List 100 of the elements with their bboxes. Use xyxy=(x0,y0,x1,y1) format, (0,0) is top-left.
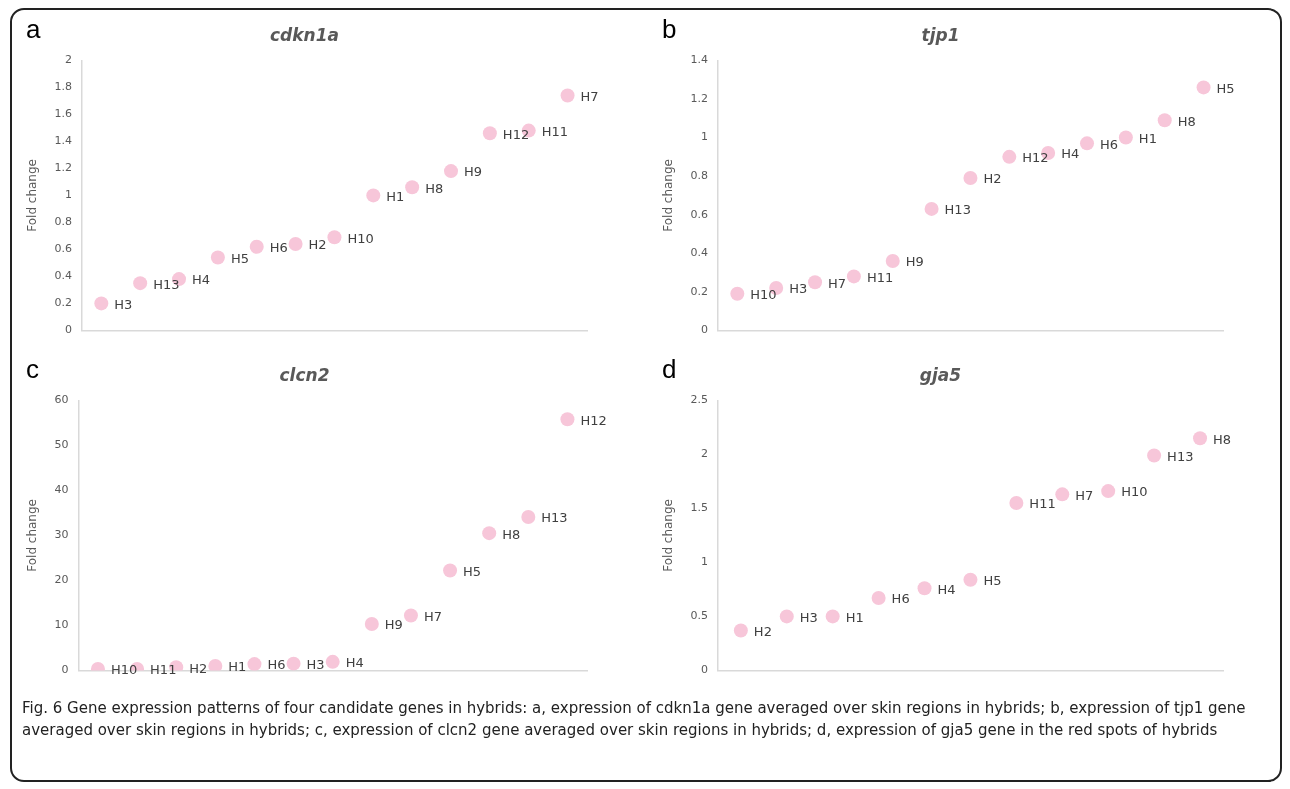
y-tick-label: 30 xyxy=(54,528,69,542)
data-label: H7 xyxy=(828,275,847,291)
point xyxy=(560,88,575,103)
y-tick-label: 0.4 xyxy=(690,246,708,260)
y-axis-title: Fold change xyxy=(25,159,40,232)
point xyxy=(1118,130,1133,145)
y-tick-label: 0.6 xyxy=(690,207,708,221)
point xyxy=(444,164,459,179)
data-label: H1 xyxy=(228,659,247,675)
data-label: H11 xyxy=(866,269,894,285)
caption: Fig. 6 Gene expression patterns of four candidate genes in hybrids: a, expression of cdkn1a gene averaged over skin regions in hybrids; b, expression of tjp1 gene averaged over skin regions in hybrids; c, expression of clcn2 gene averaged over skin regions in hybrids; d, expression of gja5 gene in the red spots of hybrids xyxy=(22,698,1247,741)
point xyxy=(364,617,379,632)
text: d xyxy=(662,354,677,385)
data-label: H6 xyxy=(891,591,910,607)
data-label: H7 xyxy=(423,608,442,624)
data-label: H3 xyxy=(114,296,133,312)
y-tick-label: 2 xyxy=(64,53,72,67)
point xyxy=(210,250,225,265)
data-label: H11 xyxy=(150,662,177,678)
point xyxy=(885,253,900,268)
data-label: H11 xyxy=(1029,496,1056,512)
point xyxy=(327,230,342,245)
point xyxy=(286,656,301,671)
data-label: H11 xyxy=(541,123,569,139)
data-label: H4 xyxy=(345,655,364,671)
y-tick-label: 50 xyxy=(54,438,69,452)
point xyxy=(403,608,418,623)
y-tick-label: 2 xyxy=(700,447,708,461)
point xyxy=(133,276,148,291)
y-tick-label: 1.2 xyxy=(690,91,708,105)
data-label: H5 xyxy=(983,573,1002,589)
y-tick-label: 0.2 xyxy=(690,284,708,298)
data-label: H13 xyxy=(944,202,971,218)
chart-title: cdkn1a xyxy=(270,24,339,45)
y-tick-label: 0.2 xyxy=(54,296,72,310)
point xyxy=(288,237,303,251)
data-label: H5 xyxy=(230,250,249,266)
text: b xyxy=(662,14,677,45)
y-axis-title: Fold change xyxy=(661,499,676,572)
y-tick-label: 0 xyxy=(61,663,69,677)
text: c xyxy=(26,354,39,385)
point xyxy=(325,654,340,669)
data-label: H5 xyxy=(463,563,482,579)
data-label: H8 xyxy=(1213,431,1232,447)
data-label: H8 xyxy=(425,180,444,196)
point xyxy=(1009,496,1024,510)
data-label: H12 xyxy=(580,412,607,428)
data-label: H10 xyxy=(110,662,138,678)
text: a xyxy=(26,14,41,45)
y-tick-label: 20 xyxy=(54,573,69,587)
data-label: H2 xyxy=(983,171,1002,187)
data-label: H13 xyxy=(541,510,568,526)
y-tick-label: 0 xyxy=(64,323,72,337)
y-tick-label: 0.5 xyxy=(690,609,708,623)
data-label: H3 xyxy=(799,609,818,625)
data-label: H1 xyxy=(1138,130,1157,146)
data-label: H12 xyxy=(502,126,530,142)
point xyxy=(1147,448,1162,463)
point xyxy=(730,286,745,301)
data-label: H10 xyxy=(1121,484,1148,500)
data-label: H1 xyxy=(386,188,405,204)
point xyxy=(443,563,458,578)
data-label: H3 xyxy=(306,657,325,673)
point xyxy=(1080,136,1095,151)
point xyxy=(521,509,536,524)
y-tick-label: 1 xyxy=(700,555,708,569)
y-tick-label: 1.6 xyxy=(54,107,72,121)
data-label: H8 xyxy=(502,526,521,542)
y-tick-label: 2.5 xyxy=(690,393,708,407)
point xyxy=(846,269,861,284)
y-tick-label: 60 xyxy=(54,393,69,407)
data-label: H4 xyxy=(1061,146,1080,162)
y-tick-label: 0 xyxy=(700,323,708,337)
y-tick-label: 1 xyxy=(64,188,72,202)
point xyxy=(963,572,978,587)
point xyxy=(779,609,794,624)
point xyxy=(924,201,939,216)
y-tick-label: 1 xyxy=(700,130,708,144)
data-label: H9 xyxy=(464,164,483,180)
y-tick-label: 0.4 xyxy=(54,269,72,283)
point xyxy=(917,581,932,596)
y-tick-label: 1.2 xyxy=(54,161,72,175)
y-tick-label: 1.4 xyxy=(54,134,72,148)
point xyxy=(1101,484,1116,499)
y-tick-label: 0.8 xyxy=(54,215,72,229)
point xyxy=(1055,487,1070,502)
data-label: H8 xyxy=(1177,113,1196,129)
y-tick-label: 40 xyxy=(54,483,69,497)
point xyxy=(733,623,748,638)
chart-title: gja5 xyxy=(919,364,962,385)
data-label: H10 xyxy=(750,287,777,303)
y-tick-label: 0.6 xyxy=(54,242,72,256)
data-label: H3 xyxy=(789,281,808,297)
point xyxy=(94,296,109,311)
data-label: H6 xyxy=(269,240,288,256)
y-axis-title: Fold change xyxy=(661,159,676,232)
point xyxy=(208,658,223,671)
data-label: H13 xyxy=(153,276,180,292)
data-label: H4 xyxy=(937,581,956,597)
y-tick-label: 1.4 xyxy=(690,53,708,67)
